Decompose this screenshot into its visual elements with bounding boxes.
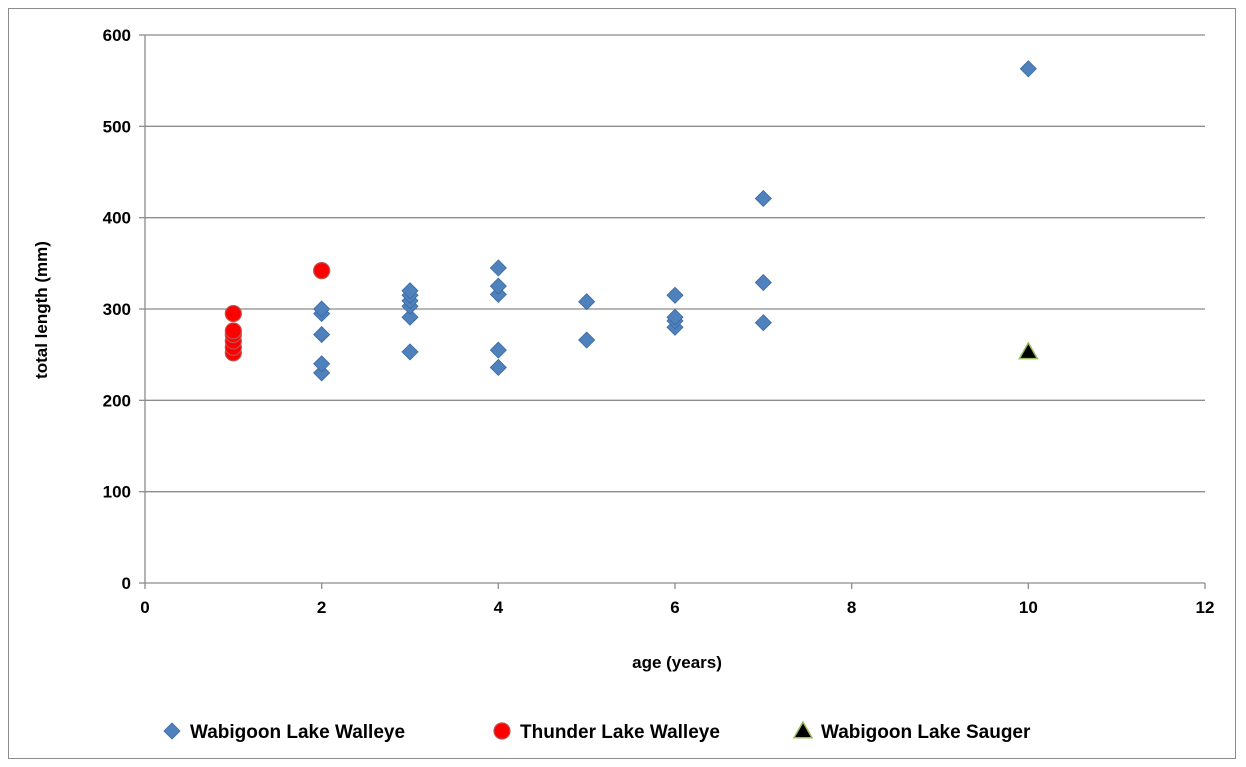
point-wabigoon-lake-walleye-22 [754,314,772,332]
y-tick-label-1: 100 [103,483,131,502]
legend-label-thunder-lake-walleye: Thunder Lake Walleye [520,722,720,743]
x-tick-label-0: 0 [140,598,149,617]
legend-label-wabigoon-lake-sauger: Wabigoon Lake Sauger [821,722,1031,743]
point-wabigoon-lake-walleye-10 [401,282,419,300]
point-wabigoon-lake-walleye-25 [1019,60,1037,78]
point-wabigoon-lake-walleye-21 [666,286,684,304]
y-tick-label-4: 400 [103,209,131,228]
legend: Wabigoon Lake Walleye Thunder Lake Walley… [163,720,1031,743]
y-axis-title: total length (mm) [32,241,51,379]
x-tick-label-6: 12 [1196,598,1215,617]
point-wabigoon-lake-walleye-16 [578,331,596,349]
point-wabigoon-lake-walleye-15 [489,259,507,277]
y-tick-label-2: 200 [103,391,131,410]
x-tick-label-4: 8 [847,598,856,617]
point-thunder-lake-walleye-6 [313,262,331,280]
point-wabigoon-lake-walleye-1 [313,355,331,373]
point-wabigoon-lake-walleye-0 [313,364,331,382]
point-wabigoon-lake-walleye-12 [489,341,507,359]
x-tick-label-5: 10 [1019,598,1038,617]
point-thunder-lake-walleye-5 [224,304,242,323]
point-wabigoon-lake-walleye-24 [754,189,772,208]
x-axis-title: age (years) [632,653,722,672]
point-wabigoon-lake-walleye-20 [666,308,684,326]
y-tick-label-0: 0 [122,574,131,593]
point-wabigoon-lake-walleye-2 [313,326,331,344]
x-tick-label-2: 4 [494,598,504,617]
point-wabigoon-lake-walleye-14 [489,277,507,295]
axes [139,34,1206,589]
gridlines [145,34,1205,493]
y-tick-label-3: 300 [103,300,131,319]
legend-label-wabigoon-lake-walleye: Wabigoon Lake Walleye [190,722,405,743]
x-tick-label-1: 2 [317,598,326,617]
legend-marker-thunder-lake-walleye [493,722,511,740]
point-wabigoon-lake-walleye-11 [489,358,507,377]
point-wabigoon-lake-walleye-6 [401,308,419,326]
point-wabigoon-lake-walleye-4 [313,300,331,318]
y-tick-label-6: 600 [103,26,131,45]
point-wabigoon-lake-walleye-5 [401,343,419,361]
legend-marker-wabigoon-lake-walleye [163,722,181,740]
y-tick-label-5: 500 [103,117,131,136]
point-wabigoon-lake-walleye-17 [578,293,596,311]
chart-frame [8,8,1236,759]
point-wabigoon-lake-sauger-0 [1018,341,1039,360]
point-wabigoon-lake-walleye-23 [754,273,772,292]
x-tick-label-3: 6 [670,598,679,617]
data-points [224,60,1039,382]
legend-marker-wabigoon-lake-sauger [792,720,814,739]
tick-labels: 0 100 200 300 400 500 600 0 2 4 6 8 10 12 [103,26,1215,617]
point-thunder-lake-walleye-4 [224,322,242,340]
